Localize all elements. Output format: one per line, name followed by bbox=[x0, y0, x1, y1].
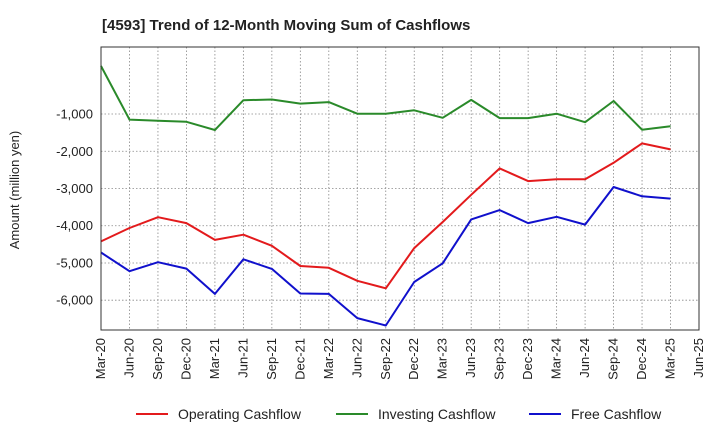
legend: Operating Cashflow Investing Cashflow Free… bbox=[136, 406, 662, 422]
x-tick-label: Sep-20 bbox=[150, 338, 165, 380]
x-tick-label: Jun-25 bbox=[691, 338, 706, 378]
x-tick-label: Sep-23 bbox=[492, 338, 507, 380]
y-tick-label: -5,000 bbox=[56, 255, 93, 270]
x-tick-label: Dec-20 bbox=[178, 338, 193, 380]
x-tick-label: Sep-22 bbox=[378, 338, 393, 380]
legend-label-1: Operating Cashflow bbox=[178, 406, 302, 422]
x-tick-label: Sep-24 bbox=[606, 338, 621, 380]
plot-frame bbox=[100, 46, 700, 331]
x-tick-label: Jun-21 bbox=[235, 338, 250, 378]
grid bbox=[101, 47, 699, 330]
x-tick-label: Dec-23 bbox=[520, 338, 535, 380]
x-tick-label: Jun-24 bbox=[577, 338, 592, 378]
legend-label-2: Investing Cashflow bbox=[378, 406, 496, 422]
x-tick-label: Dec-24 bbox=[634, 338, 649, 380]
y-tick-label: -3,000 bbox=[56, 181, 93, 196]
y-axis-title: Amount (million yen) bbox=[7, 131, 22, 250]
x-tick-label: Mar-21 bbox=[207, 338, 222, 379]
x-tick-label: Mar-24 bbox=[549, 338, 564, 379]
x-tick-label: Sep-21 bbox=[264, 338, 279, 380]
x-tick-label: Mar-22 bbox=[321, 338, 336, 379]
x-tick-label: Dec-21 bbox=[292, 338, 307, 380]
chart-title: [4593] Trend of 12-Month Moving Sum of C… bbox=[102, 17, 470, 34]
series-line-3 bbox=[100, 186, 671, 327]
y-tick-label: -2,000 bbox=[56, 144, 93, 159]
x-tick-label: Mar-25 bbox=[663, 338, 678, 379]
x-tick-label: Mar-23 bbox=[435, 338, 450, 379]
x-tick-label: Mar-20 bbox=[93, 338, 108, 379]
x-tick-label: Dec-22 bbox=[406, 338, 421, 380]
series-line-1 bbox=[100, 142, 671, 290]
y-tick-label: -4,000 bbox=[56, 218, 93, 233]
x-tick-label: Jun-23 bbox=[463, 338, 478, 378]
x-tick-label: Jun-20 bbox=[121, 338, 136, 378]
y-axis-ticks: -1,000 -2,000 -3,000 -4,000 -5,000 -6,000 bbox=[56, 107, 93, 308]
series-lines bbox=[100, 65, 671, 327]
x-tick-label: Jun-22 bbox=[349, 338, 364, 378]
x-axis-ticks: Mar-20 Jun-20 Sep-20 Dec-20 Mar-21 Jun-21 Sep-… bbox=[93, 338, 706, 380]
y-tick-label: -6,000 bbox=[56, 293, 93, 308]
series-line-2 bbox=[100, 65, 671, 131]
legend-label-3: Free Cashflow bbox=[571, 406, 662, 422]
y-tick-label: -1,000 bbox=[56, 107, 93, 122]
